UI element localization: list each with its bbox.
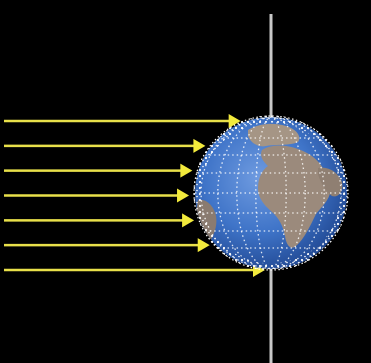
longitude-lines — [200, 117, 342, 269]
sun-ray-arrowhead — [228, 114, 241, 128]
globe-icon — [193, 115, 349, 271]
earth-outline — [193, 115, 349, 271]
earth-land-africa — [258, 145, 331, 248]
arrow-right-icon — [4, 188, 190, 203]
arrow-right-icon — [4, 238, 210, 253]
earth-land-europe — [248, 123, 300, 147]
sun-ray-arrowhead — [193, 138, 206, 153]
longitude-line — [255, 117, 287, 269]
earth-land-arabia — [318, 167, 343, 197]
sun-ray-arrowhead — [197, 238, 210, 253]
earth-rim — [193, 115, 349, 271]
arrow-right-icon — [4, 213, 195, 228]
arrow-right-icon — [4, 114, 241, 128]
longitude-line — [236, 117, 306, 269]
longitude-line — [217, 117, 325, 269]
sun-ray-arrowhead — [177, 188, 190, 203]
sun-rays — [4, 114, 265, 277]
sun-ray-arrowhead — [182, 213, 195, 228]
latitude-lines — [195, 137, 347, 249]
arrow-right-icon — [4, 138, 206, 153]
sun-ray-arrowhead — [180, 163, 193, 178]
arrow-right-icon — [4, 163, 193, 178]
longitude-line — [200, 117, 342, 269]
